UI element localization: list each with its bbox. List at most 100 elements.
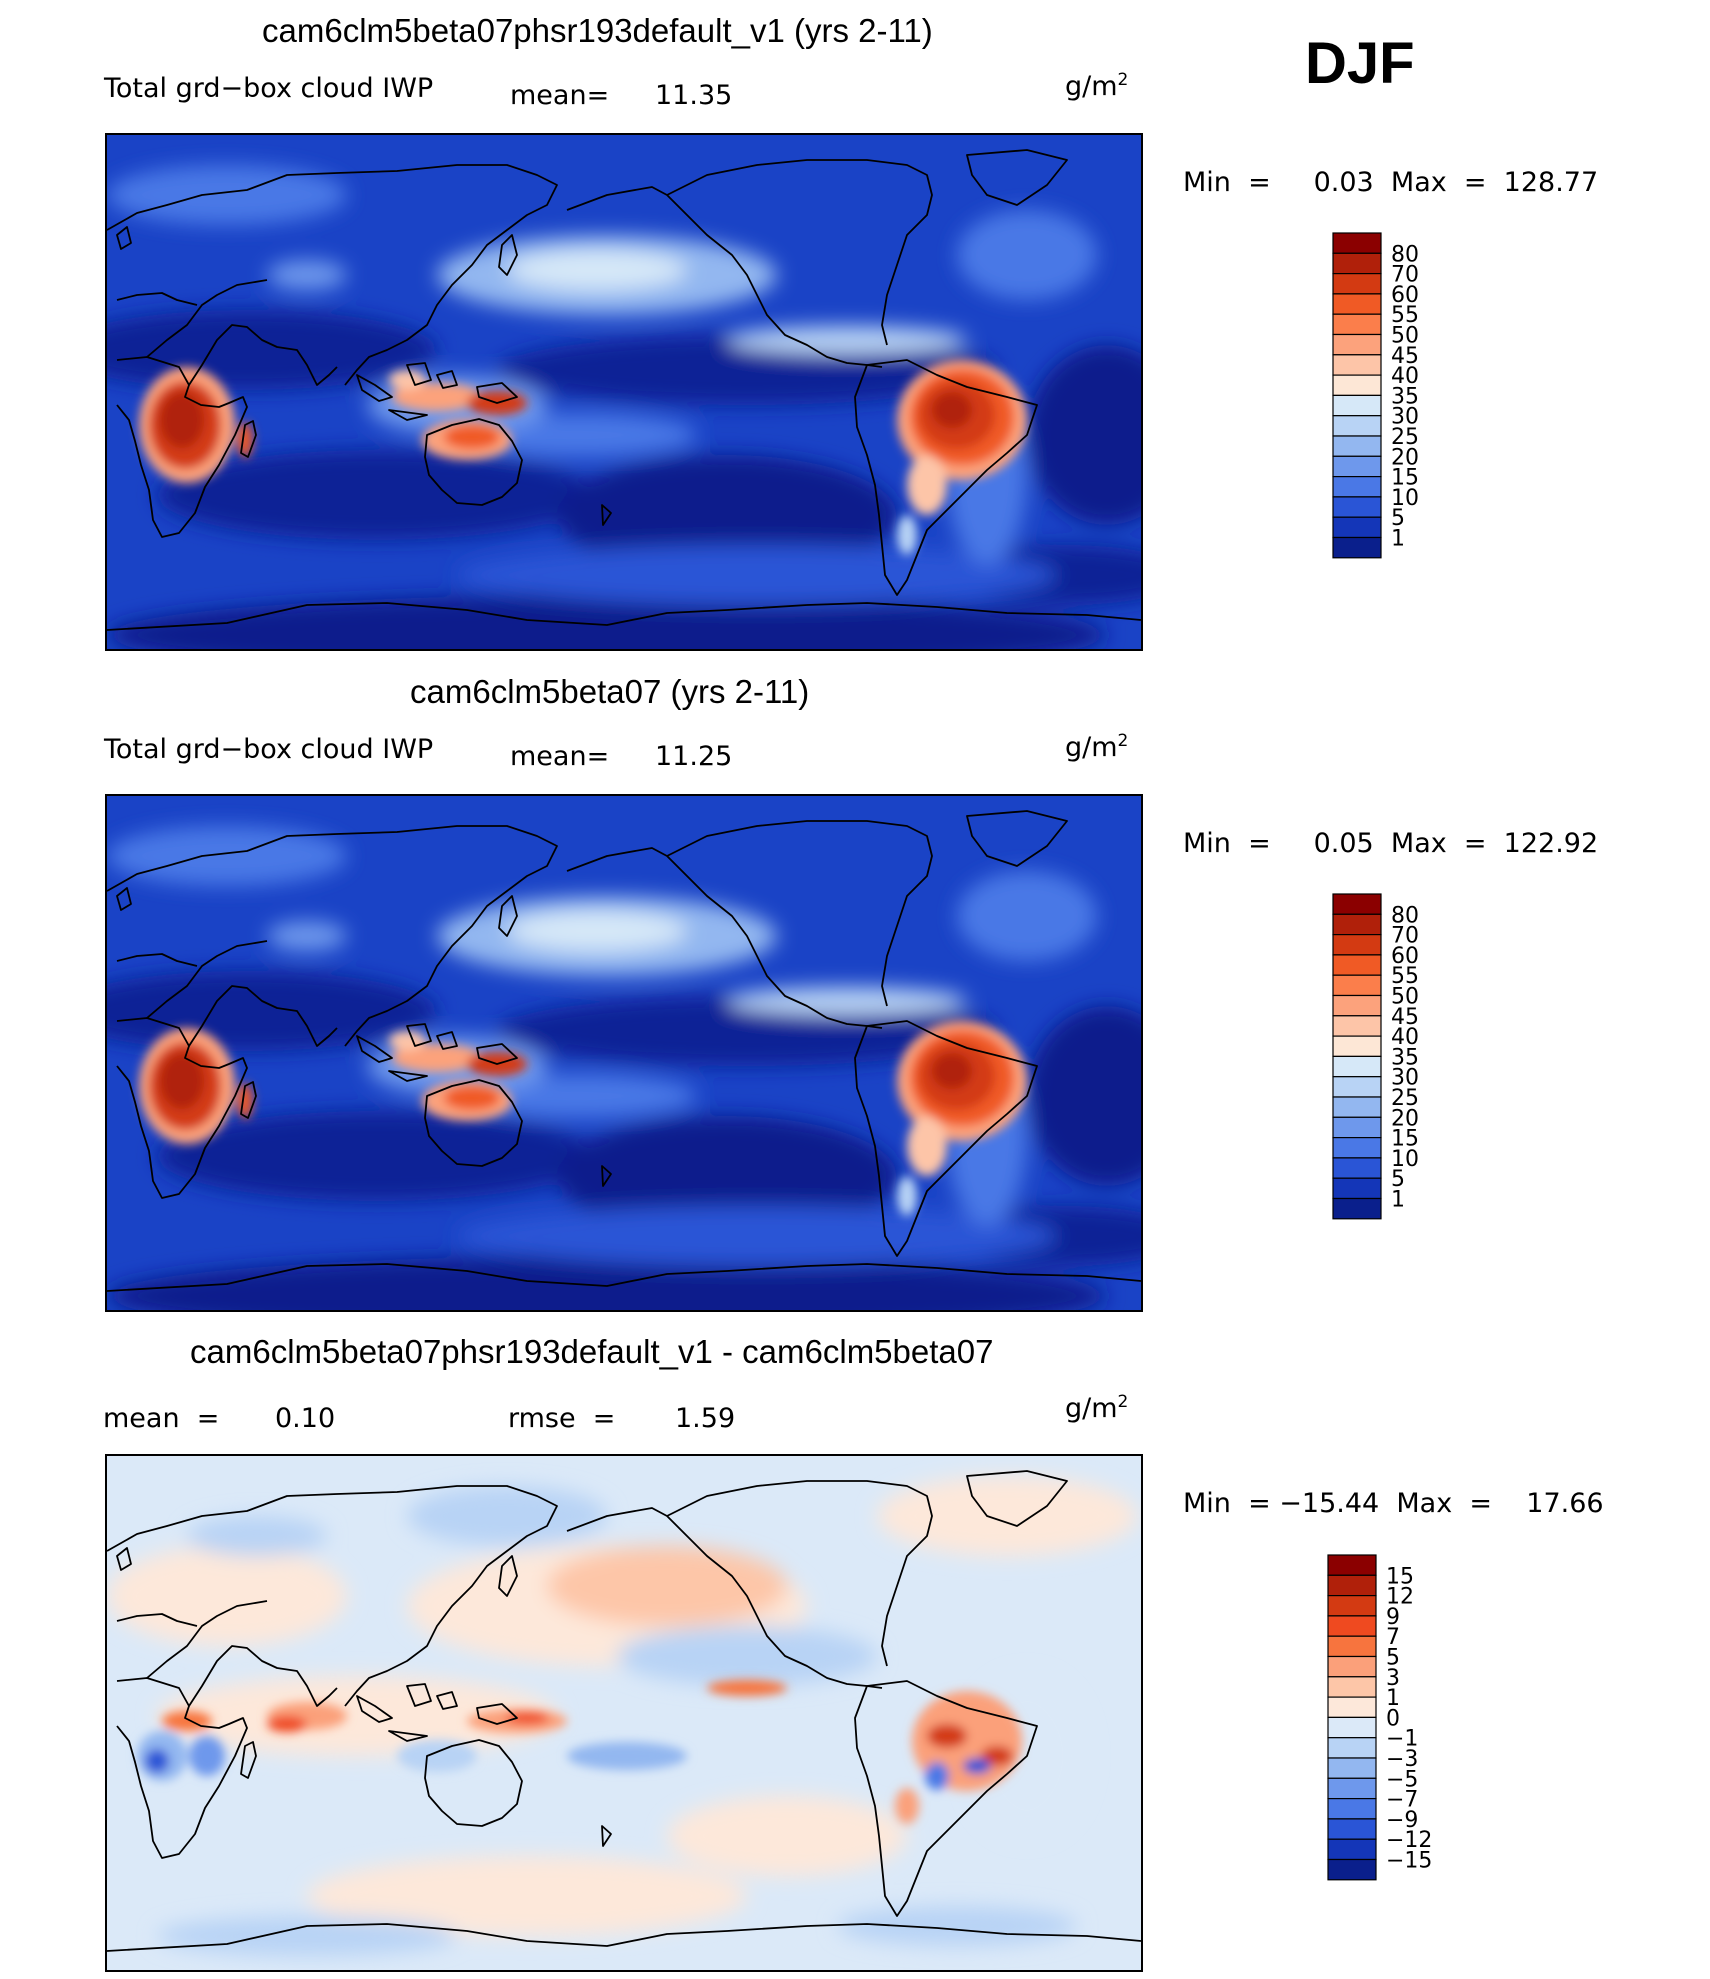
colorbar-swatch (1332, 435, 1382, 457)
colorbar-tick-label: 50 (1391, 324, 1419, 349)
colorbar-tick-label: 45 (1391, 1005, 1419, 1030)
colorbar-swatch (1332, 536, 1382, 559)
colorbar-swatch (1332, 313, 1382, 336)
panel-1-mean-value: 11.35 (655, 80, 733, 111)
colorbar-tick-label: 3 (1386, 1666, 1400, 1691)
colorbar-swatch (1327, 1574, 1377, 1597)
colorbar-swatch (1327, 1757, 1377, 1779)
panel-2-field (107, 796, 1141, 1310)
colorbar-tick-label: 10 (1391, 1147, 1419, 1172)
colorbar-tick-label: 12 (1386, 1585, 1414, 1610)
colorbar-tick-label: 70 (1391, 924, 1419, 949)
colorbar-tick-label: 20 (1391, 445, 1419, 470)
colorbar-swatch (1332, 415, 1382, 437)
panel-3-title: cam6clm5beta07phsr193default_v1 - cam6cl… (190, 1333, 994, 1370)
colorbar-tick-label: −1 (1386, 1727, 1418, 1752)
panel-3-units: g/m2 (1065, 1392, 1129, 1424)
colorbar-swatch (1332, 933, 1382, 956)
colorbar-swatch (1327, 1655, 1377, 1678)
season-label: DJF (1305, 31, 1415, 96)
colorbar-swatch (1332, 1015, 1382, 1037)
colorbar-tick-label: 80 (1391, 242, 1419, 267)
panel-2-variable: Total grd−box cloud IWP (104, 734, 434, 765)
colorbar-tick-label: 40 (1391, 364, 1419, 389)
panel-3-minmax: Min = −15.44 Max = 17.66 (1183, 1488, 1604, 1519)
colorbar-swatch (1332, 374, 1382, 397)
panel-3-mean-value: 0.10 (275, 1403, 336, 1434)
colorbar-tick-label: 1 (1391, 1188, 1405, 1213)
colorbar-swatch (1332, 293, 1382, 315)
panel-1-title: cam6clm5beta07phsr193default_v1 (yrs 2-1… (262, 12, 933, 49)
colorbar-swatch (1327, 1554, 1377, 1576)
colorbar-tick-label: 5 (1386, 1646, 1400, 1671)
colorbar-swatch (1332, 1177, 1382, 1200)
colorbar-tick-label: 5 (1391, 1167, 1405, 1192)
panel-1-variable: Total grd−box cloud IWP (104, 73, 434, 104)
colorbar-swatch (1332, 354, 1382, 376)
colorbar-swatch (1327, 1798, 1377, 1820)
colorbar-swatch (1327, 1838, 1377, 1861)
panel-3-mean-label: mean = (103, 1403, 220, 1434)
colorbar-tick-label: 40 (1391, 1025, 1419, 1050)
panel-1-field (107, 135, 1141, 649)
colorbar-swatch (1332, 1076, 1382, 1098)
colorbar-swatch (1332, 272, 1382, 295)
panel-1-map (105, 133, 1143, 651)
colorbar-tick-label: 35 (1391, 1045, 1419, 1070)
colorbar-tick-label: 60 (1391, 283, 1419, 308)
colorbar-tick-label: −9 (1386, 1808, 1418, 1833)
colorbar-swatch (1332, 913, 1382, 936)
colorbar-swatch (1327, 1594, 1377, 1617)
colorbar-tick-label: 55 (1391, 303, 1419, 328)
colorbar-tick-label: −3 (1386, 1747, 1418, 1772)
panel-2-colorbar: 80 70 60 55 50 45 40 35 30 25 20 15 10 5 1 (1332, 893, 1483, 1304)
colorbar-swatch (1332, 893, 1382, 915)
colorbar-swatch (1327, 1818, 1377, 1840)
panel-1-colorbar: 80 70 60 55 50 45 40 35 30 25 20 15 10 5 1 (1332, 232, 1483, 643)
colorbar-tick-label: −5 (1386, 1767, 1418, 1792)
colorbar-swatch (1327, 1777, 1377, 1800)
panel-3-map (105, 1454, 1143, 1972)
colorbar-swatch (1332, 333, 1382, 356)
colorbar-swatch (1327, 1737, 1377, 1759)
colorbar-tick-label: 25 (1391, 1086, 1419, 1111)
colorbar-tick-label: 1 (1386, 1686, 1400, 1711)
colorbar-swatch (1327, 1716, 1377, 1739)
colorbar-tick-label: 1 (1391, 527, 1405, 552)
colorbar-tick-label: 45 (1391, 344, 1419, 369)
colorbar-swatch (1332, 974, 1382, 997)
colorbar-tick-label: 7 (1386, 1625, 1400, 1650)
colorbar-tick-label: −15 (1386, 1849, 1432, 1874)
panel-1-mean-label: mean= (510, 80, 610, 111)
colorbar-tick-label: 5 (1391, 506, 1405, 531)
colorbar-tick-label: 0 (1386, 1706, 1400, 1731)
colorbar-swatch (1332, 954, 1382, 976)
colorbar-swatch (1332, 1035, 1382, 1058)
colorbar-tick-label: 50 (1391, 985, 1419, 1010)
colorbar-tick-label: 15 (1386, 1564, 1414, 1589)
colorbar-swatch (1327, 1615, 1377, 1637)
colorbar-tick-label: 15 (1391, 466, 1419, 491)
panel-2-mean-label: mean= (510, 741, 610, 772)
colorbar-swatch (1332, 1197, 1382, 1220)
colorbar-tick-label: 55 (1391, 964, 1419, 989)
colorbar-swatch (1332, 994, 1382, 1017)
panel-1-minmax: Min = 0.03 Max = 128.77 (1183, 167, 1599, 198)
panel-2-title: cam6clm5beta07 (yrs 2-11) (410, 673, 810, 710)
panel-2-mean-value: 11.25 (655, 741, 733, 772)
colorbar-swatch (1327, 1858, 1377, 1881)
panel-2-minmax: Min = 0.05 Max = 122.92 (1183, 828, 1599, 859)
colorbar-tick-label: −12 (1386, 1828, 1432, 1853)
panel-3-rmse-label: rmse = (508, 1403, 616, 1434)
colorbar-tick-label: 35 (1391, 384, 1419, 409)
colorbar-swatch (1332, 516, 1382, 539)
colorbar-tick-label: 70 (1391, 263, 1419, 288)
colorbar-tick-label: 9 (1386, 1605, 1400, 1630)
colorbar-swatch (1332, 394, 1382, 417)
panel-3-field (107, 1456, 1141, 1970)
colorbar-swatch (1332, 455, 1382, 478)
colorbar-tick-label: 15 (1391, 1127, 1419, 1152)
colorbar-swatch (1332, 1055, 1382, 1078)
colorbar-swatch (1332, 1116, 1382, 1139)
colorbar-swatch (1327, 1696, 1377, 1719)
